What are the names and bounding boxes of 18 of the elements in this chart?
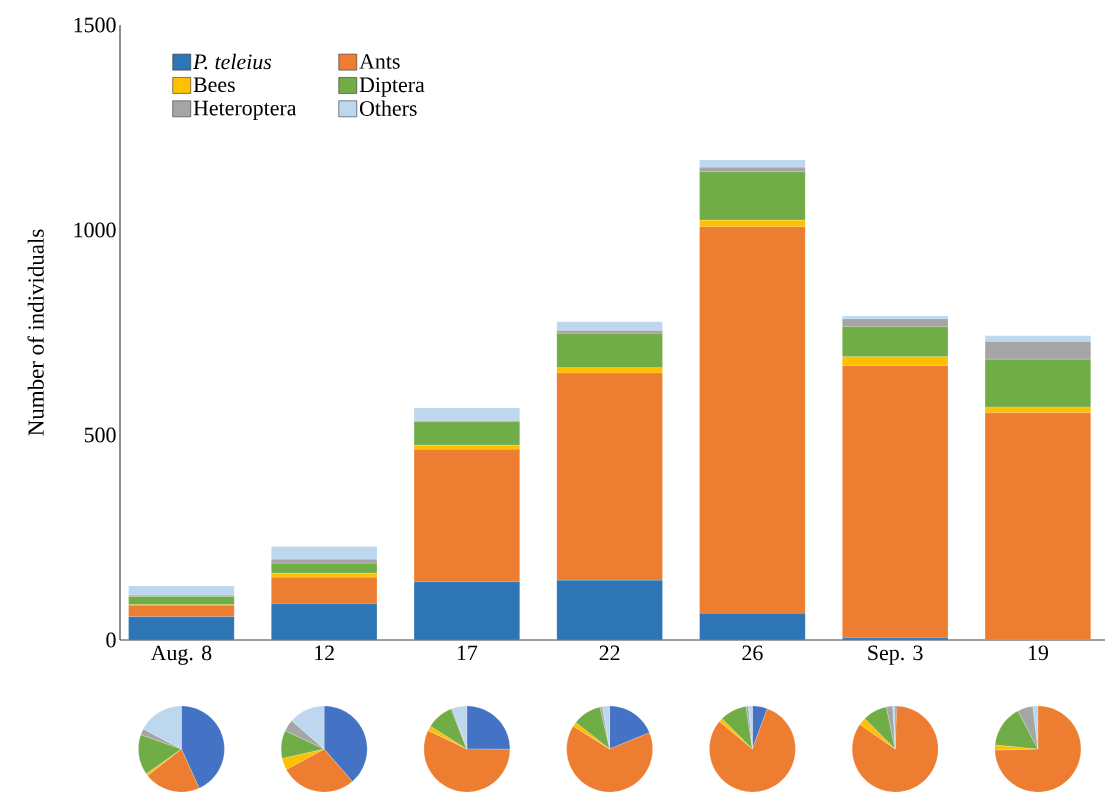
y-tick-label: 1500	[74, 17, 116, 33]
legend-label: Bees	[193, 77, 235, 93]
legend-label: Others	[359, 100, 417, 116]
y-tick-label: 1000	[74, 222, 116, 238]
legend-label: Diptera	[359, 77, 425, 97]
y-tick-label: 500	[84, 427, 116, 443]
x-tick-label: 12	[315, 645, 334, 661]
legend-label: Heteroptera	[193, 100, 297, 120]
x-tick-label: Aug. 8	[150, 645, 212, 665]
y-tick-label: 0	[106, 632, 116, 648]
x-tick-label: 26	[742, 645, 763, 661]
legend-label: Ants	[359, 54, 400, 69]
x-tick-label: 17	[457, 645, 478, 660]
y-axis-title: Number of individuals	[27, 229, 44, 436]
x-tick-label: 19	[1028, 645, 1048, 661]
x-tick-label: Sep. 3	[868, 645, 923, 665]
legend-label: P. teleius	[192, 53, 272, 70]
x-tick-label: 22	[599, 645, 620, 661]
